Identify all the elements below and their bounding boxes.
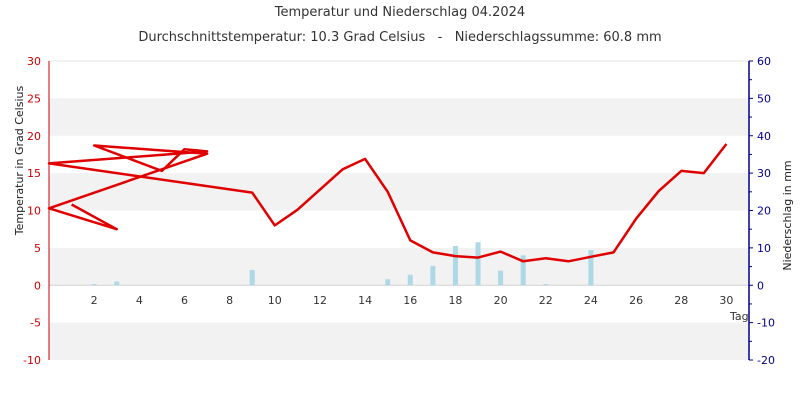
precipitation-bar [520, 255, 526, 286]
x-tick-label: 26 [629, 294, 643, 307]
y-right-tick-label: 10 [757, 242, 771, 255]
grid-band [49, 98, 749, 136]
y-left-tick-label: 30 [27, 55, 41, 68]
y-left-tick-label: 15 [27, 167, 41, 180]
x-axis-label: Tag [729, 310, 749, 323]
precipitation-bar [385, 279, 391, 286]
x-tick-label: 18 [448, 294, 462, 307]
y-right-tick-label: 20 [757, 205, 771, 218]
x-tick-label: 12 [313, 294, 327, 307]
temperature-line [47, 143, 728, 263]
chart-title: Temperatur und Niederschlag 04.2024 [274, 5, 525, 20]
x-tick-label: 10 [268, 294, 282, 307]
precipitation-bar [91, 284, 97, 286]
y-left-tick-label: 5 [34, 242, 41, 255]
y-right-tick-label: 40 [757, 130, 771, 143]
precipitation-bar [114, 281, 120, 286]
precipitation-bar [498, 270, 504, 286]
grid-band [49, 322, 749, 360]
x-tick-label: 16 [403, 294, 417, 307]
precipitation-bars [91, 242, 594, 286]
precipitation-bar [407, 274, 413, 286]
x-tick-label: 28 [674, 294, 688, 307]
precipitation-bar [543, 284, 549, 286]
temperature-line-group [47, 143, 728, 263]
y-right-tick-label: -10 [757, 317, 775, 330]
precipitation-bar [452, 246, 458, 286]
precipitation-bar [249, 269, 255, 286]
x-tick-label: 22 [539, 294, 553, 307]
x-tick-label: 2 [91, 294, 98, 307]
grid-bands [49, 60, 749, 360]
y-left-tick-label: 20 [27, 130, 41, 143]
precipitation-bar [475, 242, 481, 286]
x-tick-label: 30 [719, 294, 733, 307]
y-axis-left-label: Temperatur in Grad Celsius [13, 86, 26, 237]
precipitation-bar [588, 250, 594, 286]
chart-subtitle: Durchschnittstemperatur: 10.3 Grad Celsi… [138, 30, 661, 45]
y-left-tick-label: 0 [34, 279, 41, 292]
y-left-tick-label: -5 [30, 317, 41, 330]
y-right-tick-label: 0 [757, 279, 764, 292]
x-tick-label: 8 [226, 294, 233, 307]
y-right-tick-label: 60 [757, 55, 771, 68]
x-tick-label: 24 [584, 294, 598, 307]
y-right-tick-label: 30 [757, 167, 771, 180]
y-right-tick-label: -20 [757, 354, 775, 367]
y-left-tick-label: 25 [27, 92, 41, 105]
x-tick-label: 20 [494, 294, 508, 307]
precipitation-bar [430, 265, 436, 286]
grid-band [49, 247, 749, 286]
x-tick-label: 6 [181, 294, 188, 307]
y-left-tick-label: -10 [23, 354, 41, 367]
x-tick-label: 4 [136, 294, 143, 307]
y-right-tick-label: 50 [757, 92, 771, 105]
y-axis-right-label: Niederschlag in mm [781, 160, 794, 270]
y-left-tick-label: 10 [27, 205, 41, 218]
x-tick-label: 14 [358, 294, 372, 307]
